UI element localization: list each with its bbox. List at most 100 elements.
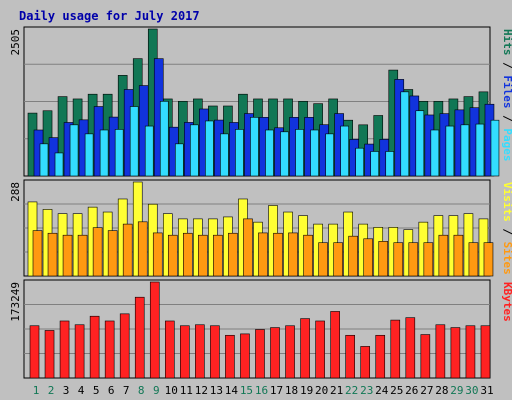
y-max-label: 288 bbox=[9, 182, 22, 202]
bar-sites-day-5 bbox=[92, 227, 103, 277]
bar-pages-day-21 bbox=[340, 125, 349, 177]
bar-sites-day-3 bbox=[62, 234, 73, 277]
bar-pages-day-6 bbox=[114, 129, 124, 177]
bar-pages-day-9 bbox=[159, 100, 169, 177]
panel-visits-sites: 288 Visits / Sites bbox=[9, 179, 512, 277]
legend-visits-sites: Visits / Sites bbox=[501, 182, 512, 275]
x-label-day-3: 3 bbox=[63, 384, 70, 397]
y-max-label: 2505 bbox=[9, 29, 22, 56]
bar-sites-day-10 bbox=[167, 234, 178, 277]
bar-pages-day-11 bbox=[190, 124, 199, 177]
x-label-day-23: 23 bbox=[360, 384, 373, 397]
bar-sites-day-22 bbox=[348, 235, 358, 277]
legend-separator: / bbox=[501, 56, 512, 76]
bar-pages-day-4 bbox=[84, 133, 94, 177]
bar-sites-day-21 bbox=[333, 242, 343, 277]
bar-sites-day-4 bbox=[77, 234, 88, 277]
bar-kbytes-day-9 bbox=[149, 281, 160, 379]
x-label-day-26: 26 bbox=[405, 384, 418, 397]
x-label-day-10: 10 bbox=[165, 384, 178, 397]
legend-item-kbytes: KBytes bbox=[501, 282, 512, 322]
bar-kbytes-day-29 bbox=[450, 327, 461, 379]
bar-kbytes-day-21 bbox=[330, 311, 340, 379]
bar-kbytes-day-3 bbox=[59, 320, 70, 379]
bar-pages-day-22 bbox=[355, 147, 364, 177]
bar-pages-day-28 bbox=[445, 125, 455, 177]
bar-sites-day-9 bbox=[152, 232, 163, 277]
x-label-day-21: 21 bbox=[330, 384, 343, 397]
legend-item-hits: Hits bbox=[501, 29, 512, 56]
bar-sites-day-24 bbox=[378, 241, 389, 277]
bar-kbytes-day-20 bbox=[315, 320, 325, 379]
bar-sites-day-6 bbox=[107, 230, 118, 277]
bar-sites-day-11 bbox=[183, 232, 193, 277]
x-label-day-1: 1 bbox=[33, 384, 40, 397]
x-label-day-17: 17 bbox=[270, 384, 283, 397]
legend-kbytes: KBytes bbox=[501, 282, 512, 322]
x-label-day-25: 25 bbox=[390, 384, 403, 397]
x-label-day-11: 11 bbox=[180, 384, 193, 397]
legend-item-pages: Pages bbox=[501, 128, 512, 161]
bar-kbytes-day-31 bbox=[480, 325, 491, 379]
panel-hits-files-pages: 2505 Hits / Files / Pages bbox=[9, 26, 512, 177]
bar-kbytes-day-8 bbox=[134, 296, 145, 379]
x-axis-labels: 1 2 3 4 5 6 7 8 9 10 11 12 13 14 15 16 17 18 19 20 21 22 23 24 2… bbox=[33, 384, 494, 397]
bar-pages-day-13 bbox=[220, 133, 229, 177]
x-label-day-29: 29 bbox=[450, 384, 463, 397]
bar-sites-day-28 bbox=[438, 234, 449, 277]
x-label-day-18: 18 bbox=[285, 384, 298, 397]
bar-kbytes-day-22 bbox=[345, 334, 355, 379]
bar-pages-day-30 bbox=[475, 123, 485, 177]
legend-separator: / bbox=[501, 222, 512, 242]
x-label-day-9: 9 bbox=[153, 384, 160, 397]
x-label-day-13: 13 bbox=[210, 384, 223, 397]
bar-sites-day-19 bbox=[303, 234, 313, 277]
legend-item-visits: Visits bbox=[501, 182, 512, 222]
bar-kbytes-day-6 bbox=[104, 320, 115, 379]
x-label-day-12: 12 bbox=[195, 384, 208, 397]
bar-kbytes-day-23 bbox=[360, 346, 371, 379]
bar-pages-day-18 bbox=[295, 129, 304, 177]
panel-kbytes: 173249 KBytes bbox=[9, 279, 512, 379]
bar-kbytes-day-2 bbox=[44, 330, 55, 379]
bar-kbytes-day-25 bbox=[390, 319, 401, 379]
x-label-day-28: 28 bbox=[435, 384, 448, 397]
bar-pages-day-27 bbox=[430, 129, 440, 177]
bar-pages-day-15 bbox=[250, 117, 259, 177]
bar-sites-day-25 bbox=[393, 242, 404, 277]
bar-kbytes-day-4 bbox=[74, 324, 85, 379]
bar-kbytes-day-16 bbox=[255, 329, 265, 379]
x-label-day-20: 20 bbox=[315, 384, 328, 397]
bar-sites-day-26 bbox=[408, 242, 419, 277]
bar-sites-day-29 bbox=[453, 234, 464, 277]
bar-pages-day-29 bbox=[460, 124, 470, 177]
bar-pages-day-5 bbox=[99, 129, 109, 177]
bar-pages-day-26 bbox=[415, 110, 425, 177]
x-label-day-6: 6 bbox=[108, 384, 115, 397]
bar-sites-day-27 bbox=[423, 242, 434, 277]
bar-sites-day-14 bbox=[228, 232, 238, 277]
bar-sites-day-16 bbox=[258, 232, 268, 277]
bar-kbytes-day-27 bbox=[420, 334, 431, 379]
x-label-day-4: 4 bbox=[78, 384, 85, 397]
x-label-day-7: 7 bbox=[123, 384, 130, 397]
bar-kbytes-day-26 bbox=[405, 317, 416, 379]
bar-sites-day-18 bbox=[288, 232, 298, 277]
bar-kbytes-day-17 bbox=[270, 327, 280, 379]
x-label-day-5: 5 bbox=[93, 384, 100, 397]
bar-kbytes-day-11 bbox=[180, 325, 190, 379]
bar-pages-day-8 bbox=[144, 125, 154, 177]
legend-item-sites: Sites bbox=[501, 242, 512, 275]
bar-kbytes-day-15 bbox=[240, 333, 250, 379]
bar-pages-day-17 bbox=[280, 131, 289, 177]
chart-title: Daily usage for July 2017 bbox=[19, 9, 200, 23]
bar-sites-day-15 bbox=[243, 218, 253, 277]
bar-pages-day-10 bbox=[174, 143, 184, 177]
legend-separator: / bbox=[501, 109, 512, 129]
bar-kbytes-day-18 bbox=[285, 325, 295, 379]
x-label-day-16: 16 bbox=[255, 384, 268, 397]
x-label-day-19: 19 bbox=[300, 384, 313, 397]
bar-sites-day-30 bbox=[468, 242, 479, 277]
